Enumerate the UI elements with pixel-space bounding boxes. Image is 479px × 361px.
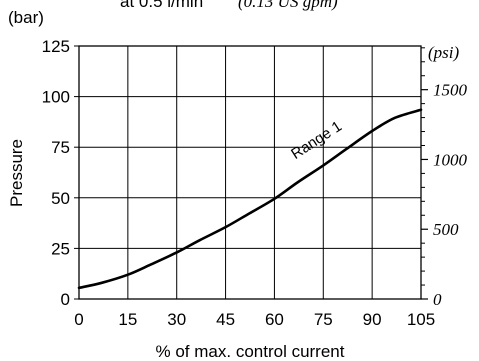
y-axis-label: Pressure (7, 139, 26, 207)
y-axis-unit-right: (psi) (428, 43, 460, 62)
x-tick-labels: 0 15 30 45 60 75 90 105 (74, 310, 435, 329)
y-tick-labels: 0 25 50 75 100 125 (42, 37, 79, 309)
x-tick-label: 90 (363, 310, 382, 329)
x-tick-label: 45 (216, 310, 235, 329)
series-group (77, 108, 423, 290)
y-tick-label: 25 (51, 239, 70, 258)
y-axis-unit-left: (bar) (8, 8, 44, 27)
y-tick-label: 50 (51, 189, 70, 208)
chart-title-italic: (0.13 US gpm) (238, 0, 338, 11)
y2-tick-label: 500 (433, 220, 459, 239)
plot-frame (78, 45, 422, 300)
series-line-range-1 (77, 108, 423, 290)
y2-tick-label: 1000 (433, 150, 468, 169)
x-tick-label: 30 (167, 310, 186, 329)
y2-tick-labels: 0 500 1000 1500 (421, 81, 468, 309)
right-axis-minor-ticks (421, 47, 425, 286)
x-tick-label: 60 (265, 310, 284, 329)
y-tick-label: 125 (42, 37, 70, 56)
chart-title: at 0.5 l/min (0.13 US gpm) (120, 0, 338, 11)
y-tick-label: 75 (51, 138, 70, 157)
x-tick-label: 15 (118, 310, 137, 329)
y2-tick-label: 0 (433, 290, 442, 309)
x-tick-label: 0 (74, 310, 83, 329)
x-axis-label: % of max. control current (156, 342, 345, 361)
x-tick-label: 105 (407, 310, 435, 329)
chart-grid (79, 46, 421, 299)
chart-title-main: at 0.5 l/min (120, 0, 203, 11)
x-tick-label: 75 (314, 310, 333, 329)
y-tick-label: 100 (42, 88, 70, 107)
y-tick-label: 0 (61, 290, 70, 309)
y2-tick-label: 1500 (433, 81, 468, 100)
